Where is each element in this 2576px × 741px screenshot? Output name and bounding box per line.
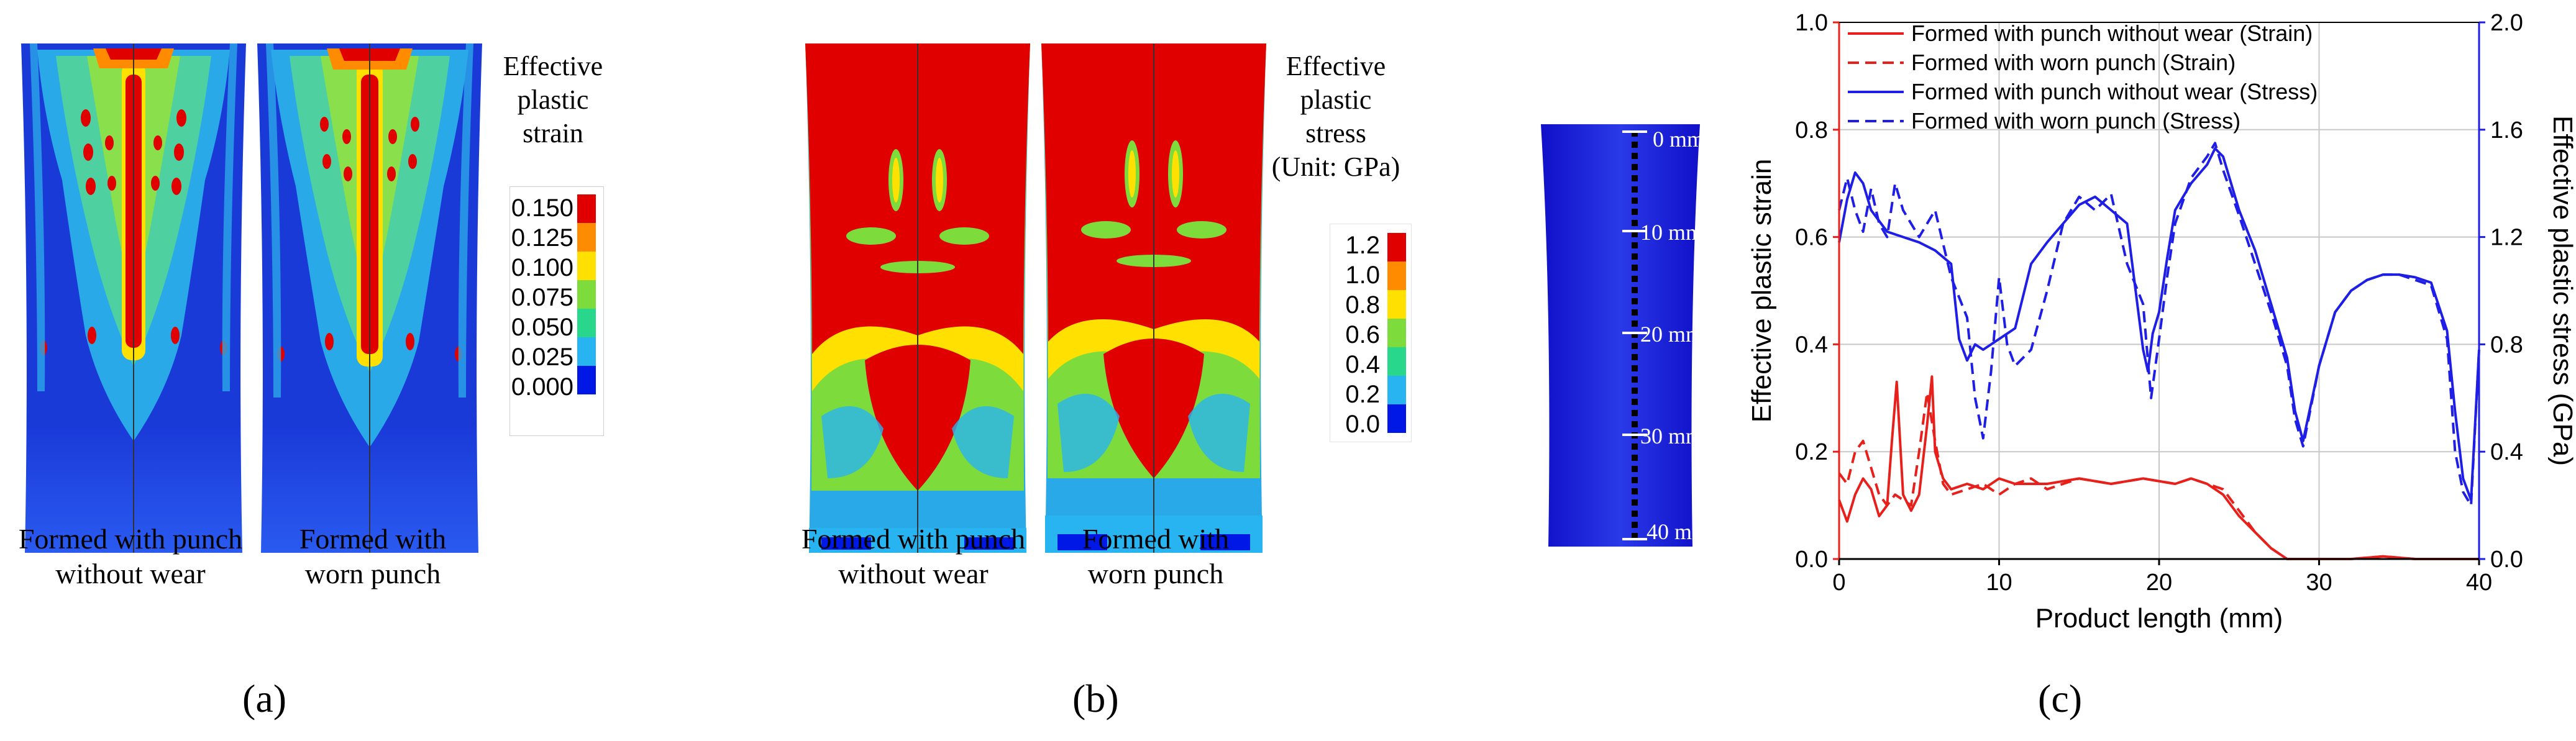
y2-tick-label: 0.8	[2490, 332, 2523, 358]
x-tick-label: 30	[2306, 570, 2332, 596]
legend-title-line: plastic	[517, 84, 589, 115]
y2-tick-label: 2.0	[2490, 10, 2523, 36]
x-tick-label: 0	[1832, 570, 1845, 596]
legend-swatch	[577, 309, 596, 337]
legend-value: 1.2	[1345, 232, 1380, 259]
caption-line: without wear	[838, 558, 989, 589]
stress-contour-worn	[1041, 43, 1266, 553]
caption-line: worn punch	[1087, 558, 1224, 589]
caption-no-wear: Formed with punch without wear	[783, 522, 1044, 591]
chart-legend: Formed with punch without wear (Strain) F…	[1848, 20, 2318, 134]
y-tick-label: 0.0	[1795, 547, 1828, 573]
legend-label: Formed with punch without wear (Stress)	[1911, 79, 2318, 104]
legend-swatch	[1387, 347, 1406, 376]
legend-swatch	[577, 252, 596, 280]
y-tick-label: 0.8	[1795, 117, 1828, 143]
y-tick-label: 1.0	[1795, 10, 1828, 36]
length-mark-label: 0 mm	[1653, 127, 1705, 152]
x-tick-label: 40	[2466, 570, 2492, 596]
legend-swatch	[577, 194, 596, 223]
legend-value: 0.075	[511, 284, 573, 311]
legend-swatch	[1387, 404, 1406, 433]
legend-title-line: plastic	[1300, 84, 1372, 115]
legend-value: 0.150	[511, 194, 573, 222]
legend-value: 0.050	[511, 314, 573, 341]
series-lines	[1838, 142, 2480, 560]
stress-legend: 1.2 1.0 0.8 0.6 0.4 0.2 0.0	[1330, 224, 1412, 442]
y-tick-label: 0.4	[1795, 332, 1828, 358]
legend-swatch	[577, 280, 596, 309]
legend-swatch	[577, 337, 596, 366]
legend-value: 0.6	[1345, 321, 1380, 348]
caption-line: Formed with punch	[801, 523, 1026, 555]
panel-label-b: (b)	[1072, 676, 1119, 721]
x-tick-label: 10	[1986, 570, 2012, 596]
caption-worn: Formed with worn punch	[1044, 522, 1267, 591]
legend-value: 0.125	[511, 224, 573, 252]
caption-no-wear: Formed with punch without wear	[0, 522, 261, 591]
length-mark-label: 40 mm	[1647, 519, 1710, 544]
length-mark-label: 30 mm	[1640, 424, 1704, 448]
legend-label: Formed with punch without wear (Strain)	[1911, 20, 2313, 46]
caption-line: Formed with	[1082, 523, 1230, 555]
strain-stress-chart: 0 10 20 30 400.00.20.40.60.81.00.00.40.81.21…	[1747, 10, 2576, 634]
legend-label: Formed with worn punch (Stress)	[1911, 108, 2240, 134]
legend-swatch	[1387, 233, 1406, 261]
caption-line: Formed with punch	[18, 523, 243, 555]
caption-line: Formed with	[299, 523, 447, 555]
strain-contour-no-wear	[21, 43, 246, 553]
length-mark-label: 20 mm	[1640, 322, 1704, 347]
legend-value: 1.0	[1345, 261, 1380, 289]
length-mark-label: 10 mm	[1640, 220, 1704, 245]
strain-legend-title: Effective plastic strain	[491, 50, 615, 150]
axes: 0 10 20 30 400.00.20.40.60.81.00.00.40.81.21…	[1747, 10, 2576, 634]
stress-contour-no-wear	[805, 43, 1030, 553]
legend-title-line: Effective	[1286, 51, 1386, 81]
legend-value: 0.8	[1345, 291, 1380, 319]
x-tick-label: 20	[2146, 570, 2172, 596]
y-tick-label: 0.2	[1795, 439, 1828, 465]
caption-line: worn punch	[304, 558, 441, 589]
legend-title-line: Effective	[503, 51, 603, 81]
panel-label-a: (a)	[242, 676, 287, 721]
legend-value: 0.000	[511, 373, 573, 401]
legend-title-line: strain	[523, 118, 583, 148]
legend-value: 0.100	[511, 254, 573, 281]
legend-value: 0.2	[1345, 381, 1380, 408]
strain-legend: 0.150 0.125 0.100 0.075 0.050 0.025 0.00…	[509, 186, 604, 436]
stress-legend-title: Effective plastic stress (Unit: GPa)	[1261, 50, 1410, 184]
caption-line: without wear	[55, 558, 206, 589]
y-tick-label: 0.6	[1795, 225, 1828, 251]
y-axis-label: Effective plastic strain	[1747, 159, 1777, 423]
legend-swatch	[577, 223, 596, 252]
strain-contour-worn	[257, 43, 482, 553]
x-axis-label: Product length (mm)	[2035, 603, 2283, 634]
legend-value: 0.0	[1345, 411, 1380, 438]
panel-label-c: (c)	[2038, 676, 2083, 721]
legend-swatch	[1387, 261, 1406, 290]
y2-tick-label: 1.2	[2490, 225, 2523, 251]
legend-swatch	[577, 366, 596, 394]
legend-swatch	[1387, 290, 1406, 319]
legend-value: 0.025	[511, 343, 573, 371]
legend-swatch	[1387, 376, 1406, 404]
y2-tick-label: 0.0	[2490, 547, 2523, 573]
y2-tick-label: 1.6	[2490, 117, 2523, 143]
y2-axis-label: Effective plastic stress (GPa)	[2547, 116, 2576, 466]
legend-title-line: stress	[1305, 118, 1366, 148]
product-schematic	[1541, 124, 1700, 547]
y2-tick-label: 0.4	[2490, 439, 2523, 465]
series-line	[1838, 391, 2479, 560]
legend-label: Formed with worn punch (Strain)	[1911, 50, 2236, 75]
caption-worn: Formed with worn punch	[261, 522, 485, 591]
legend-value: 0.4	[1345, 351, 1380, 378]
legend-swatch	[1387, 319, 1406, 347]
series-line	[1838, 142, 2480, 507]
legend-title-line: (Unit: GPa)	[1271, 152, 1400, 182]
